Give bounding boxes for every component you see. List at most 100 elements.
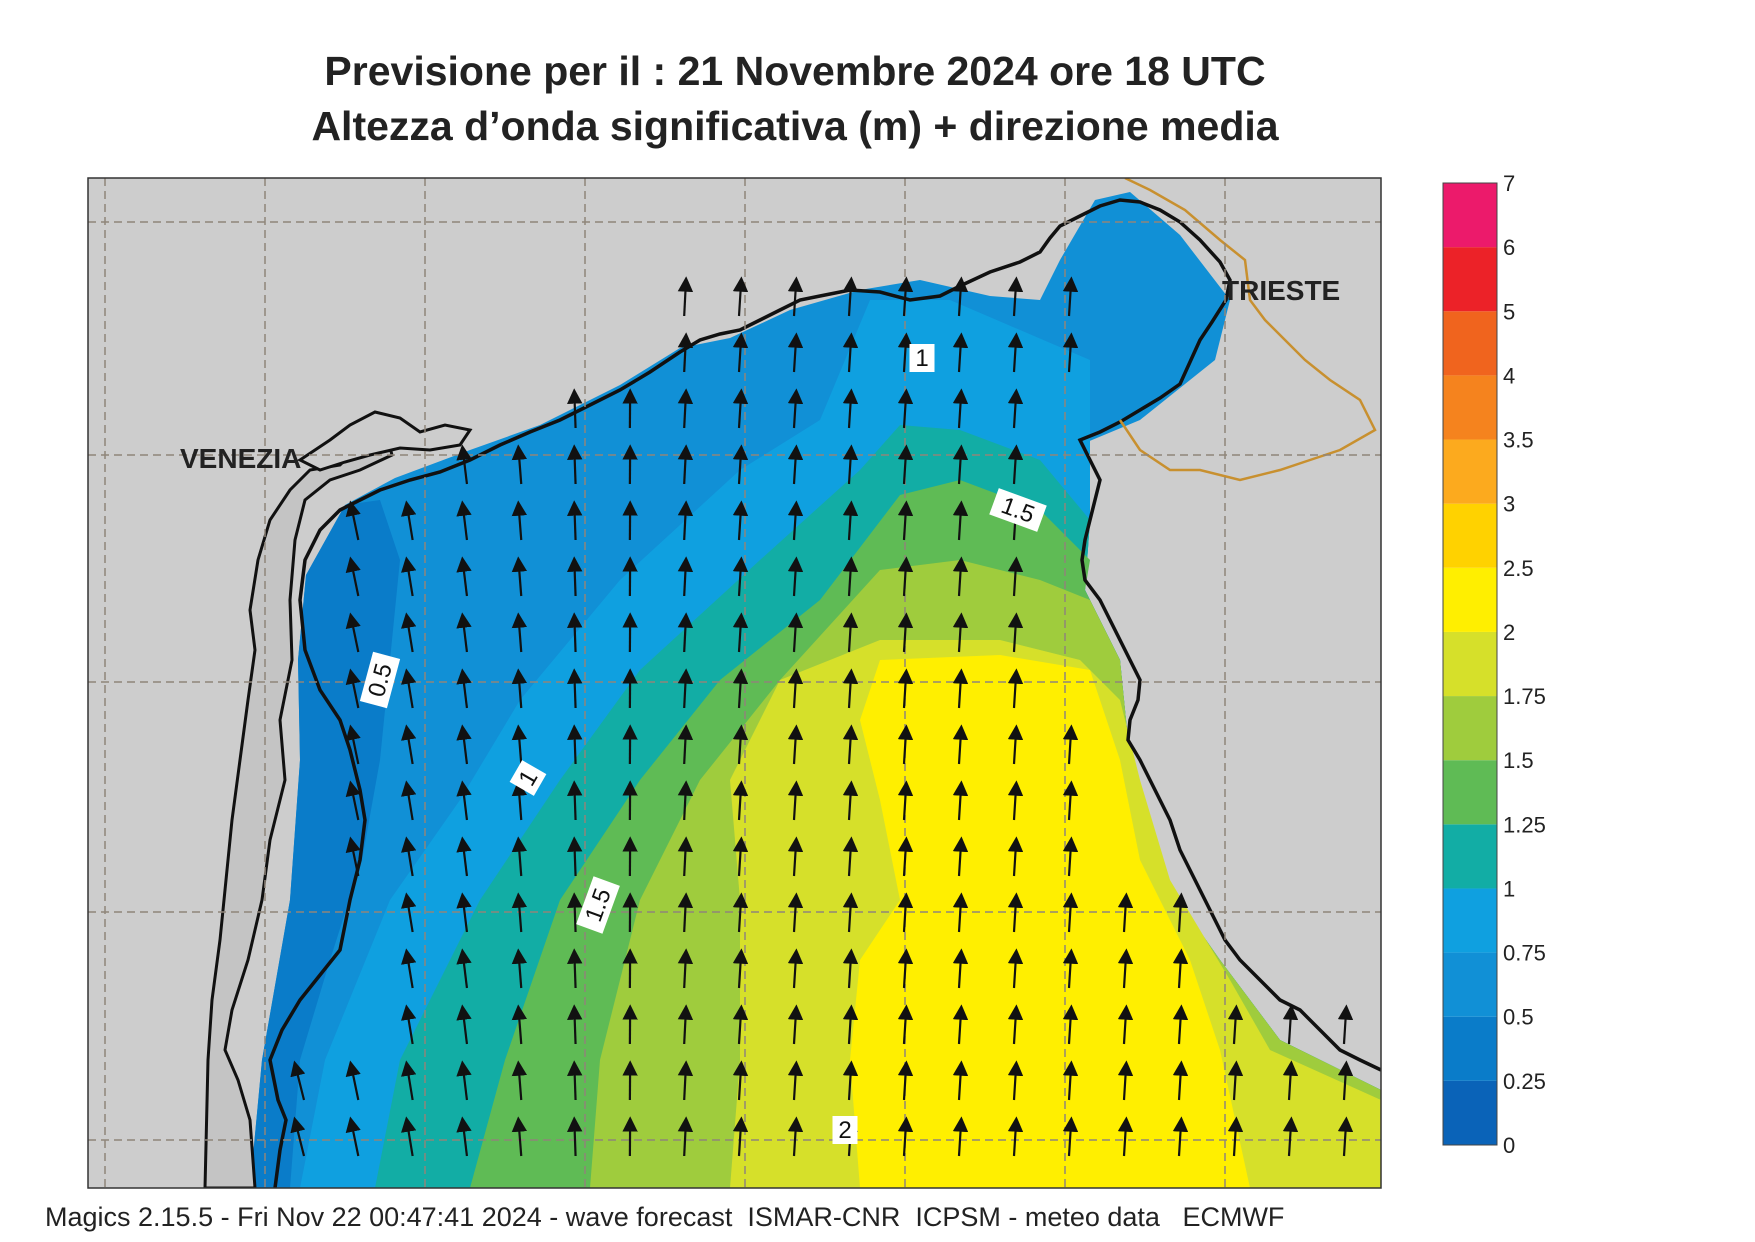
- legend-swatch: [1443, 760, 1497, 825]
- direction-arrow: [1282, 1060, 1299, 1101]
- direction-arrow: [1227, 1004, 1244, 1045]
- svg-text:2: 2: [838, 1117, 851, 1144]
- direction-arrow: [1007, 1004, 1024, 1045]
- direction-arrow: [952, 444, 969, 485]
- direction-arrow: [1062, 892, 1079, 933]
- direction-arrow: [732, 948, 749, 989]
- direction-arrow: [345, 556, 361, 597]
- legend-tick-label: 0: [1503, 1133, 1515, 1158]
- direction-arrow: [952, 556, 969, 597]
- direction-arrow: [1007, 948, 1024, 989]
- direction-arrow: [511, 1060, 528, 1101]
- direction-arrow: [567, 388, 583, 429]
- direction-arrow: [732, 668, 749, 709]
- direction-arrow: [511, 556, 528, 597]
- direction-arrow: [401, 1060, 417, 1101]
- direction-arrow: [345, 1060, 361, 1101]
- direction-arrow: [345, 668, 361, 709]
- legend-swatch: [1443, 1016, 1497, 1081]
- direction-arrow: [345, 612, 361, 653]
- direction-arrow: [1172, 892, 1189, 933]
- direction-arrow: [677, 1116, 694, 1157]
- direction-arrow: [1062, 948, 1079, 989]
- direction-arrow: [732, 1060, 749, 1101]
- legend-tick-label: 4: [1503, 363, 1515, 388]
- direction-arrow: [677, 948, 694, 989]
- direction-arrow: [1062, 724, 1079, 765]
- legend-tick-label: 7: [1503, 171, 1515, 196]
- direction-arrow: [842, 388, 859, 429]
- direction-arrow: [732, 836, 749, 877]
- direction-arrow: [401, 948, 417, 989]
- mean-wave-direction-arrows: [290, 276, 1354, 1157]
- legend-swatch: [1443, 183, 1497, 248]
- sea-band-2.5: [850, 655, 1250, 1188]
- coastline: [268, 198, 1381, 1188]
- direction-arrow: [567, 1116, 583, 1157]
- legend-tick-label: 2.5: [1503, 556, 1534, 581]
- direction-arrow: [1172, 948, 1189, 989]
- direction-arrow: [1117, 1116, 1134, 1157]
- direction-arrow: [842, 836, 859, 877]
- legend-swatch: [1443, 1080, 1497, 1145]
- direction-arrow: [732, 556, 749, 597]
- direction-arrow: [732, 332, 749, 373]
- legend-swatch: [1443, 696, 1497, 761]
- place-label-trieste: TRIESTE: [1222, 275, 1340, 306]
- direction-arrow: [456, 1004, 472, 1045]
- direction-arrow: [677, 668, 694, 709]
- direction-arrow: [952, 1004, 969, 1045]
- direction-arrow: [677, 556, 694, 597]
- direction-arrow: [897, 1060, 914, 1101]
- legend-tick-label: 1: [1503, 876, 1515, 901]
- direction-arrow: [1117, 1004, 1134, 1045]
- direction-arrow: [401, 780, 417, 821]
- direction-arrow: [1062, 1116, 1079, 1157]
- direction-arrow: [787, 724, 804, 765]
- direction-arrow: [787, 556, 804, 597]
- legend-swatch: [1443, 631, 1497, 697]
- direction-arrow: [456, 444, 472, 485]
- direction-arrow: [787, 892, 804, 933]
- direction-arrow: [952, 780, 969, 821]
- direction-arrow: [732, 780, 749, 821]
- direction-arrow: [952, 668, 969, 709]
- direction-arrow: [345, 500, 361, 541]
- direction-arrow: [1007, 724, 1024, 765]
- direction-arrow: [567, 556, 583, 597]
- direction-arrow: [1007, 332, 1024, 373]
- direction-arrow: [677, 500, 694, 541]
- direction-arrow: [897, 556, 914, 597]
- direction-arrow: [456, 500, 472, 541]
- direction-arrow: [787, 780, 804, 821]
- direction-arrow: [1117, 1060, 1134, 1101]
- direction-arrow: [897, 444, 914, 485]
- direction-arrow: [732, 1004, 749, 1045]
- direction-arrow: [1282, 1004, 1299, 1045]
- direction-arrow: [401, 1004, 417, 1045]
- direction-arrow: [511, 892, 528, 933]
- direction-arrow: [401, 1116, 417, 1157]
- direction-arrow: [732, 1116, 749, 1157]
- direction-arrow: [897, 668, 914, 709]
- direction-arrow: [511, 780, 528, 821]
- direction-arrow: [677, 276, 694, 317]
- direction-arrow: [511, 836, 528, 877]
- direction-arrow: [842, 612, 859, 653]
- direction-arrow: [897, 892, 914, 933]
- direction-arrow: [732, 276, 749, 317]
- direction-arrow: [1337, 1004, 1354, 1045]
- direction-arrow: [952, 836, 969, 877]
- direction-arrow: [345, 724, 361, 765]
- direction-arrow: [787, 444, 804, 485]
- direction-arrow: [842, 332, 859, 373]
- direction-arrow: [842, 444, 859, 485]
- direction-arrow: [732, 388, 749, 429]
- direction-arrow: [732, 724, 749, 765]
- direction-arrow: [456, 1116, 472, 1157]
- direction-arrow: [1117, 892, 1134, 933]
- direction-arrow: [787, 388, 804, 429]
- direction-arrow: [511, 1116, 528, 1157]
- direction-arrow: [567, 1060, 583, 1101]
- direction-arrow: [677, 388, 694, 429]
